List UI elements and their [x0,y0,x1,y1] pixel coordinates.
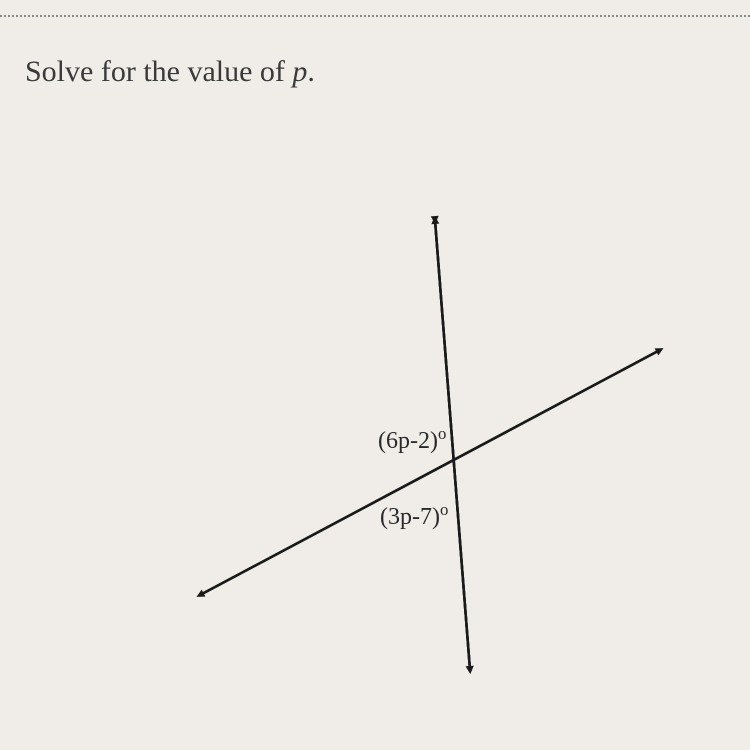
angle-label-lower: (3p-7)o [380,500,448,531]
line-diagonal-arrow2 [200,478,420,595]
prompt-suffix: . [307,55,315,88]
angle-lower-expr: (3p-7) [380,504,440,530]
angle-label-upper: (6p-2)o [378,424,446,455]
prompt-text: Solve for the value of p. [25,55,315,89]
angle-upper-degree: o [438,424,446,443]
angle-upper-expr: (6p-2) [378,428,438,454]
prompt-prefix: Solve for the value of [25,55,292,88]
top-border [0,15,750,17]
diagram-container: (6p-2)o (3p-7)o [120,200,680,690]
prompt-variable: p [292,55,307,88]
angle-lower-degree: o [440,500,448,519]
line-diagonal-arrow1 [420,350,660,478]
